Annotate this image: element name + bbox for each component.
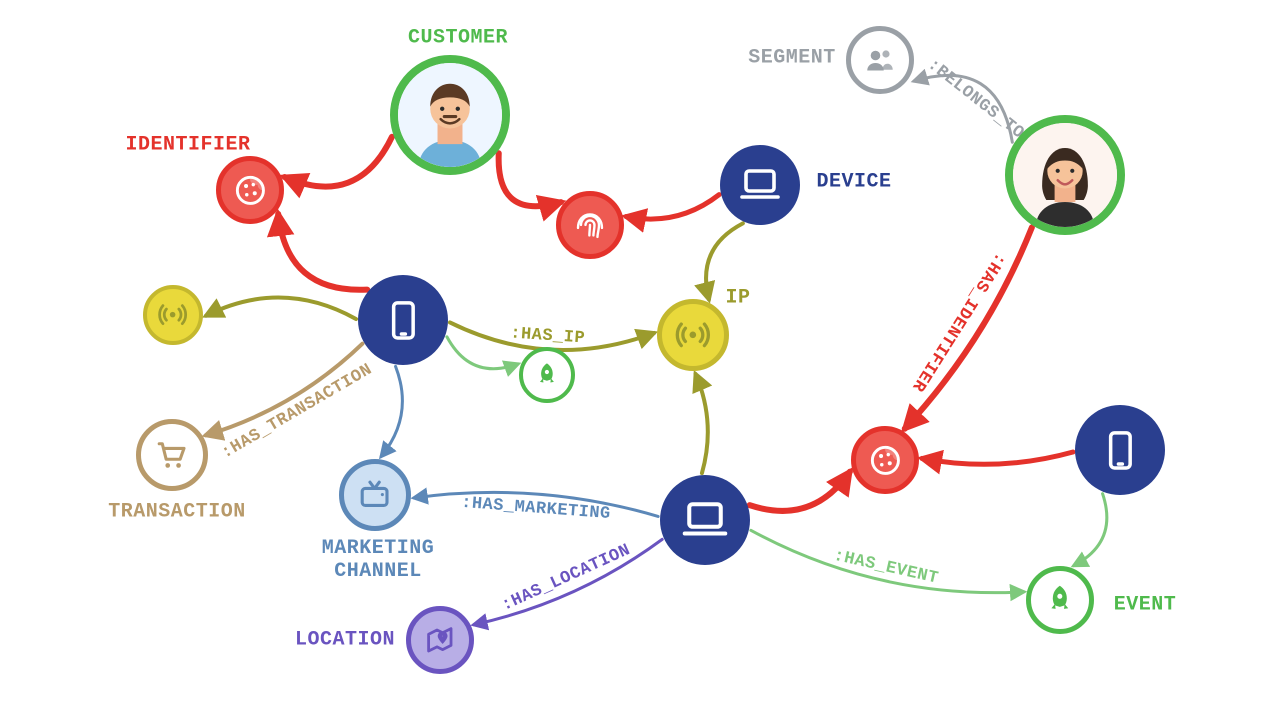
edge-label: :HAS_IDENTIFIER [907,249,1009,395]
node-device_tablet2 [1075,405,1165,495]
category-label: IP [725,287,750,310]
fingerprint-icon [561,196,619,254]
edge-label: :HAS_IP [510,324,586,348]
edge [206,298,356,319]
mappin-icon [411,611,469,669]
edge [914,75,1012,142]
node-location [406,606,474,674]
edge [474,539,662,624]
node-ip_small [143,285,203,345]
edge [626,195,719,219]
node-ident_finger [556,191,624,259]
node-ident_cookie2 [851,426,919,494]
edge [381,366,402,456]
edge-label: :HAS_LOCATION [499,541,634,616]
rocket-icon [1031,571,1089,629]
edge [751,530,1024,592]
edge [1074,494,1107,566]
node-event_main [1026,566,1094,634]
node-customer1 [390,55,510,175]
category-label: SEGMENT [748,47,836,70]
category-label: LOCATION [295,629,395,652]
edge-label: :HAS_EVENT [832,547,941,589]
cart-icon [141,424,203,486]
node-device_laptop2 [660,475,750,565]
category-label: IDENTIFIER [125,134,250,157]
category-label: TRANSACTION [108,501,246,524]
node-segment [846,26,914,94]
edge [285,137,392,187]
node-ip_main [657,299,729,371]
tablet-icon [1075,405,1165,495]
people-icon [851,31,909,89]
tablet-icon [358,275,448,365]
node-device_laptop1 [720,145,800,225]
broadcast-icon [662,304,724,366]
edge [696,374,708,473]
node-transaction [136,419,208,491]
cookie-icon [221,161,279,219]
edge [905,227,1032,428]
node-device_tablet1 [358,275,448,365]
node-event_small [519,347,575,403]
node-marketing [339,459,411,531]
edge [922,452,1073,464]
edge [447,337,518,369]
person-f-icon [1013,123,1117,227]
rocket-icon [523,351,571,399]
person-m-icon [398,63,502,167]
laptop-icon [720,145,800,225]
category-label: DEVICE [816,171,891,194]
category-label: MARKETING CHANNEL [322,537,435,583]
edge [499,153,561,206]
category-label: EVENT [1114,594,1177,617]
node-customer2 [1005,115,1125,235]
edge [206,344,363,436]
edge-label: :HAS_TRANSACTION [218,361,375,464]
edge [414,492,658,516]
graph-diagram: :HAS_IDENTIFIER :HAS_IP :HAS_TRANSACTION :H… [0,0,1280,720]
broadcast-icon [147,289,199,341]
edge-label: :HAS_MARKETING [460,494,611,524]
laptop-icon [660,475,750,565]
tv-icon [344,464,406,526]
edge [450,322,654,350]
edge [750,472,850,511]
edge-label: :BELONGS_TO [923,56,1027,144]
edge [278,214,367,290]
node-ident_cookie1 [216,156,284,224]
cookie-icon [856,431,914,489]
category-label: CUSTOMER [408,27,508,50]
